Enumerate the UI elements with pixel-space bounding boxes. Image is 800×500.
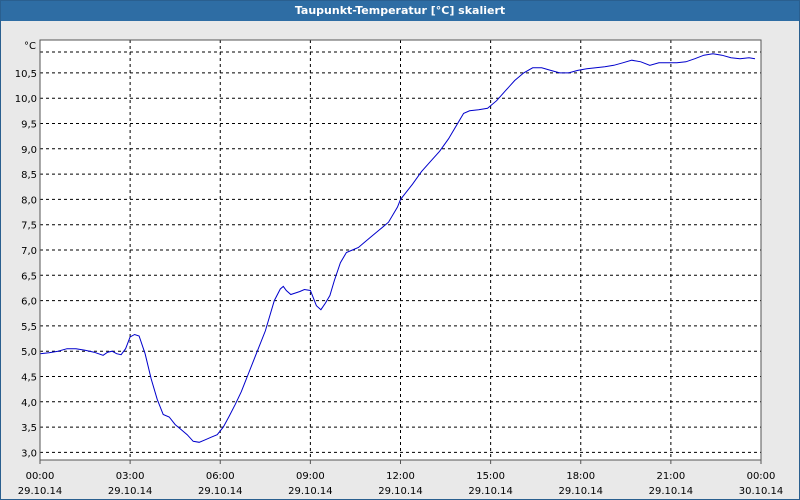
x-tick-date-label: 29.10.14 [288, 486, 333, 497]
x-tick-date-label: 29.10.14 [108, 486, 153, 497]
y-tick-label: 8,5 [21, 170, 37, 181]
x-tick-time-label: 21:00 [656, 471, 685, 482]
x-tick-time-label: 12:00 [386, 471, 415, 482]
x-tick-date-label: 29.10.14 [468, 486, 513, 497]
x-tick-time-label: 03:00 [116, 471, 145, 482]
y-tick-label: 5,5 [21, 322, 37, 333]
series-line-dewpoint [39, 53, 756, 443]
y-tick-label: 4,0 [21, 398, 37, 409]
x-tick-time-label: 09:00 [296, 471, 325, 482]
window-title-bar: Taupunkt-Temperatur [°C] skaliert [1, 1, 799, 21]
y-axis-unit-label: °C [24, 41, 36, 52]
y-tick-label: 10,0 [15, 94, 37, 105]
y-tick-label: 9,5 [21, 119, 37, 130]
y-tick-label: 6,5 [21, 271, 37, 282]
grid-lines [40, 40, 761, 460]
y-tick-label: 3,5 [21, 423, 37, 434]
y-tick-label: 3,0 [21, 448, 37, 459]
x-tick-date-label: 29.10.14 [378, 486, 423, 497]
x-tick-date-label: 29.10.14 [18, 486, 63, 497]
x-tick-date-label: 30.10.14 [739, 486, 784, 497]
y-tick-label: 7,5 [21, 221, 37, 232]
y-tick-label: 7,0 [21, 246, 37, 257]
x-tick-date-label: 29.10.14 [649, 486, 694, 497]
y-tick-label: 5,0 [21, 347, 37, 358]
y-tick-label: 8,0 [21, 195, 37, 206]
y-tick-label: 9,0 [21, 145, 37, 156]
y-tick-label: 6,0 [21, 297, 37, 308]
plot-border [39, 39, 762, 461]
x-tick-date-label: 29.10.14 [198, 486, 243, 497]
y-tick-label: 4,5 [21, 373, 37, 384]
x-tick-time-label: 06:00 [206, 471, 235, 482]
x-tick-time-label: 00:00 [26, 471, 55, 482]
x-tick-date-label: 29.10.14 [558, 486, 603, 497]
axis-labels: 3,0 3,5 4,0 4,5 5,0 5,5 6,0 6,5 7,0 7,5 8,0 8,5 9,0 9… [15, 69, 784, 497]
y-tick-label: 10,5 [15, 69, 37, 80]
x-tick-time-label: 18:00 [566, 471, 595, 482]
x-tick-time-label: 15:00 [476, 471, 505, 482]
x-tick-time-label: 00:00 [747, 471, 776, 482]
